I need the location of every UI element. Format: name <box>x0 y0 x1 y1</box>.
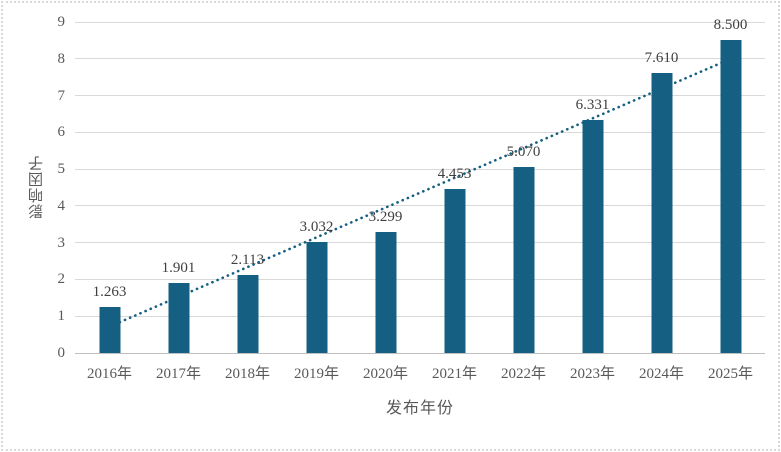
y-tick-label: 1 <box>57 308 66 325</box>
bar-value-label: 6.331 <box>575 97 610 114</box>
gridline <box>75 21 765 23</box>
bar <box>99 306 120 353</box>
plot-area: 1.263 1.901 2.113 3.032 3.299 4.453 5.070 6.331… <box>75 18 765 354</box>
x-tick-label: 2025年 <box>707 366 753 382</box>
x-tick-label: 2020年 <box>362 366 408 382</box>
bar-slot: 8.500 <box>696 18 765 353</box>
y-tick-label: 8 <box>57 50 66 67</box>
bar <box>651 73 672 353</box>
bar-slot: 6.331 <box>558 22 627 353</box>
gridline <box>75 95 765 97</box>
bar <box>720 40 741 353</box>
bar-slot: 3.299 <box>351 22 420 353</box>
bar-value-label: 2.113 <box>230 252 265 269</box>
y-tick-label: 9 <box>57 14 66 30</box>
bar <box>237 275 258 353</box>
y-tick-label: 5 <box>57 161 66 178</box>
bar <box>582 120 603 353</box>
bar <box>306 241 327 353</box>
x-axis-title: 发布年份 <box>385 400 454 417</box>
y-tick-label: 4 <box>57 197 66 214</box>
gridline <box>75 315 765 317</box>
x-tick-label: 2017年 <box>155 366 201 382</box>
x-tick-label: 2023年 <box>569 366 615 382</box>
y-tick-label: 0 <box>57 345 66 361</box>
bar-slot: 3.032 <box>282 22 351 353</box>
bar-series: 1.263 1.901 2.113 3.032 3.299 4.453 5.070 6.331… <box>75 18 765 353</box>
gridline <box>75 168 765 170</box>
x-tick-label: 2019年 <box>293 366 339 382</box>
bar-value-label: 3.299 <box>368 208 403 225</box>
bar-value-label: 1.901 <box>161 260 196 277</box>
gridline <box>75 242 765 244</box>
y-tick-label: 6 <box>57 124 66 141</box>
bar-slot: 7.610 <box>627 22 696 353</box>
y-tick-label: 3 <box>57 234 66 251</box>
bar-value-label: 3.032 <box>299 218 334 235</box>
x-tick-label: 2021年 <box>431 366 477 382</box>
bar-value-label: 7.610 <box>644 50 679 67</box>
gridline <box>75 205 765 207</box>
gridline <box>75 278 765 280</box>
x-axis-tick-labels: 2016年 2017年 2018年 2019年 2020年 2021年 2022年 2023年… <box>75 362 765 383</box>
bar-slot: 1.263 <box>75 22 144 353</box>
y-tick-label: 2 <box>57 271 66 288</box>
gridline <box>75 58 765 60</box>
x-tick-label: 2024年 <box>638 366 684 382</box>
trendline <box>108 57 732 328</box>
x-tick-label: 2016年 <box>86 366 132 382</box>
y-axis-tick-labels: 0 1 2 3 4 5 6 7 8 9 <box>0 14 66 361</box>
bar <box>444 189 465 353</box>
bar-slot: 2.113 <box>213 22 282 353</box>
bar-slot: 5.070 <box>489 22 558 353</box>
x-tick-label: 2022年 <box>500 366 546 382</box>
bar-value-label: 5.070 <box>506 143 541 160</box>
bar <box>513 166 534 353</box>
bar <box>168 283 189 353</box>
bar-value-label: 1.263 <box>92 283 127 300</box>
x-tick-label: 2018年 <box>224 366 270 382</box>
gridline <box>75 131 765 133</box>
bar <box>375 231 396 353</box>
y-tick-label: 7 <box>57 87 66 104</box>
bar-slot: 4.453 <box>420 22 489 353</box>
bar-value-label: 4.453 <box>437 166 472 183</box>
bar-value-label: 8.500 <box>713 17 748 34</box>
x-axis-line <box>75 352 765 354</box>
bar-slot: 1.901 <box>144 22 213 353</box>
